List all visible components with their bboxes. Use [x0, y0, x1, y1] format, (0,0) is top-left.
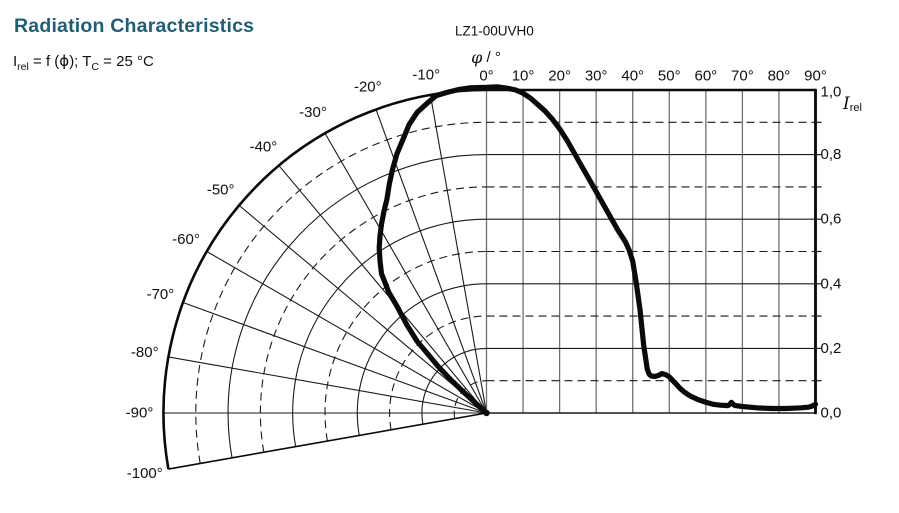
- page-title: Radiation Characteristics: [14, 15, 255, 37]
- y-tick-label: 0,8: [821, 146, 842, 163]
- x-tick-label: 90°: [804, 68, 827, 85]
- x-tick-label: 60°: [694, 68, 717, 85]
- y-tick-label: 0,0: [821, 405, 842, 422]
- polar-radial-line: [278, 165, 487, 414]
- polar-tick-label: -80°: [131, 344, 159, 361]
- x-tick-label: 0°: [479, 68, 493, 85]
- polar-boundary-line: [168, 412, 487, 470]
- polar-tick-label: -100°: [127, 465, 163, 482]
- chart-subtitle: Irel = f (ϕ); TC = 25 °C: [13, 52, 154, 73]
- polar-tick-label: -50°: [207, 181, 235, 198]
- polar-tick-label: -90°: [126, 405, 154, 422]
- subtitle-end: = 25 °C: [99, 53, 154, 70]
- subtitle-mid1: = f (: [28, 53, 60, 70]
- polar-radial-line: [429, 94, 488, 414]
- x-tick-label: 40°: [621, 68, 644, 85]
- y-tick-label: 0,2: [821, 340, 842, 357]
- y-axis-title: Irel: [842, 94, 862, 114]
- subtitle-symbol: I: [13, 53, 18, 70]
- polar-radial-line: [324, 132, 487, 414]
- polar-tick-label: -40°: [250, 139, 278, 156]
- x-tick-label: 70°: [731, 68, 754, 85]
- polar-tick-label: -10°: [412, 67, 440, 84]
- x-tick-label: 10°: [512, 68, 535, 85]
- part-number-label: LZ1-00UVH0: [455, 24, 534, 39]
- polar-tick-label: -30°: [299, 104, 327, 121]
- polar-radial-line: [238, 204, 487, 414]
- polar-tick-label: -70°: [147, 286, 175, 303]
- polar-ring-dashed: [324, 250, 487, 442]
- polar-tick-label: -60°: [172, 231, 200, 248]
- radiation-curve: [376, 84, 819, 414]
- polar-radial-line: [206, 251, 487, 414]
- x-tick-label: 80°: [768, 68, 791, 85]
- polar-radial-line: [182, 302, 487, 414]
- polar-radial-line: [168, 356, 487, 414]
- subtitle-symbol-sub: rel: [17, 61, 29, 73]
- subtitle-tc-sub: C: [91, 61, 100, 73]
- polar-center-dot: [483, 409, 490, 417]
- y-tick-label: 0,4: [821, 275, 842, 292]
- x-tick-label: 50°: [658, 68, 681, 85]
- phi-symbol: ϕ: [59, 52, 70, 70]
- x-axis-title: φ / °: [471, 48, 501, 67]
- x-tick-label: 20°: [548, 68, 571, 85]
- x-tick-label: 30°: [585, 68, 608, 85]
- y-tick-label: 1,0: [821, 84, 842, 101]
- outer-arc-and-top-border: [162, 88, 816, 470]
- y-tick-label: 0,6: [821, 211, 842, 228]
- polar-tick-label: -20°: [354, 78, 382, 95]
- subtitle-mid2: ); T: [69, 53, 92, 70]
